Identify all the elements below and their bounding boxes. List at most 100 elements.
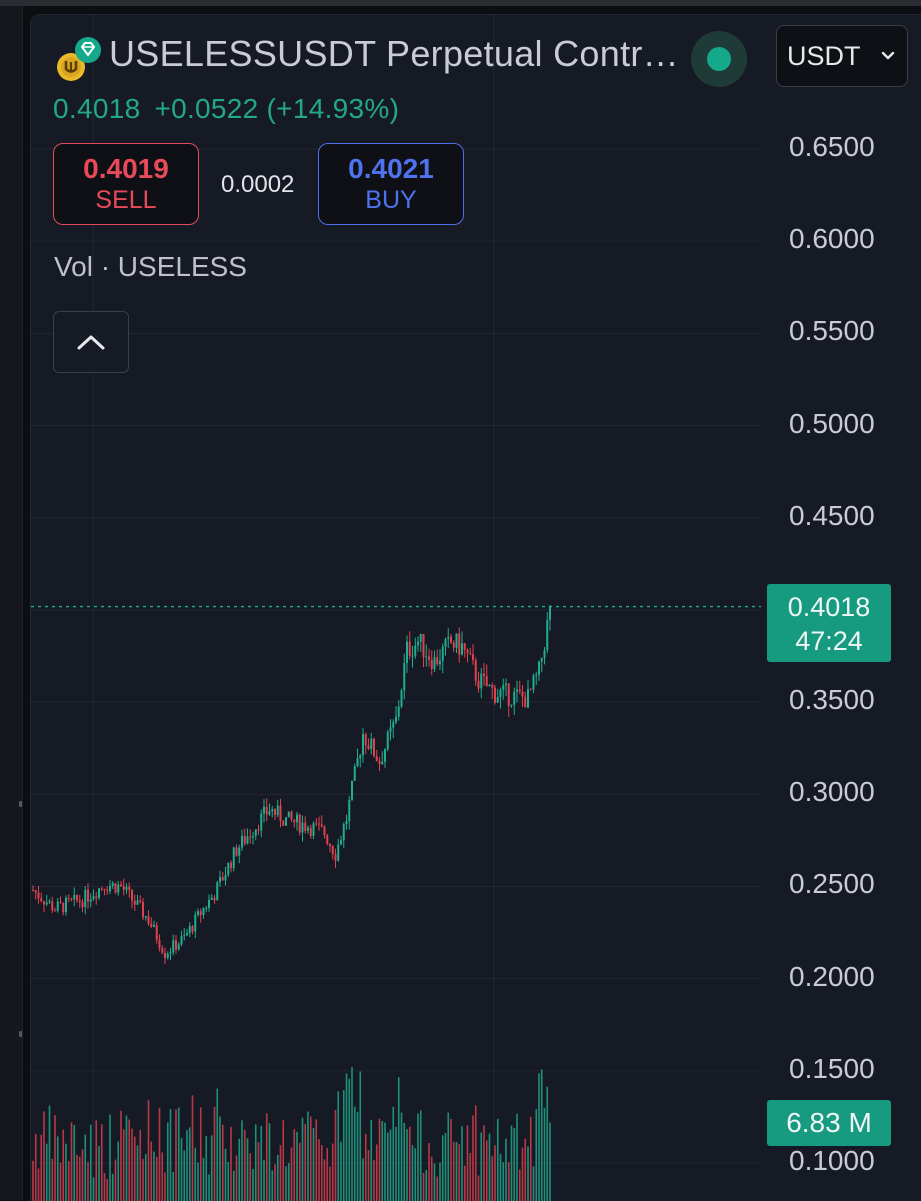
y-axis-tick-label: 0.3500 [789,684,875,716]
volume-bar [535,1109,538,1201]
candle-body [89,899,92,902]
candle-body [208,899,210,908]
candle-body [243,835,246,844]
volume-bar [320,1145,323,1201]
volume-bar [150,1141,153,1201]
candle-body [353,766,356,781]
buy-label: BUY [365,186,417,214]
candle-body [307,827,309,831]
candle-body [422,634,425,658]
volume-bar [260,1125,263,1201]
volume-bar [466,1125,469,1201]
contract-title[interactable]: USELESSUSDT Perpetual Contract [109,33,689,74]
volume-bar [400,1112,403,1201]
volume-bar [158,1107,161,1201]
volume-bar [296,1131,298,1201]
volume-bar [326,1148,329,1201]
volume-bar [205,1136,208,1201]
candle-body [444,639,447,647]
y-axis-tick-label: 0.6000 [789,223,875,255]
candlesticks [32,605,551,965]
volume-bar [139,1130,142,1201]
volume-bar [494,1145,496,1201]
buy-button[interactable]: 0.4021 BUY [318,143,464,225]
candle-body [507,683,510,706]
candle-body [122,886,125,890]
candle-body [331,845,334,855]
candle-body [370,738,373,749]
candle-body [191,926,194,932]
candle-body [485,676,488,687]
candle-body [199,911,202,916]
volume-bar [527,1146,529,1201]
candle-body [483,673,485,677]
candle-body [43,901,45,905]
candle-body [518,689,521,692]
currency-select[interactable]: USDT [776,25,908,87]
volume-bar [70,1122,73,1201]
candle-body [392,722,395,728]
candle-body [117,884,120,893]
candle-body [315,823,318,825]
candle-body [326,835,329,845]
volume-bar [191,1095,194,1201]
volume-bar [243,1129,246,1201]
volume-bar [373,1159,375,1201]
volume-bar [370,1120,373,1201]
volume-bar [287,1163,290,1201]
volume-bar [164,1172,166,1201]
last-price-tag-value: 0.4018 [787,592,871,622]
candle-body [472,654,474,661]
volume-bar [87,1162,89,1201]
candle-body [466,649,469,654]
candle-body [249,836,252,838]
candle-body [164,952,166,958]
volume-bar [172,1171,175,1201]
candle-body [221,877,224,881]
candle-body [433,657,436,670]
y-axis-tick-label: 0.5500 [789,315,875,347]
volume-bar [546,1086,549,1201]
volume-bar [384,1122,386,1201]
candle-body [348,799,351,821]
volume-bar [213,1106,216,1201]
volume-bar [125,1115,128,1201]
candle-body [320,824,323,827]
volume-indicator-label[interactable]: Vol · USELESS [54,251,247,282]
candle-body [510,704,513,706]
candle-body [474,660,477,681]
candle-body [298,814,301,833]
y-axis-tick-label: 0.4500 [789,499,875,531]
candle-body [100,888,103,890]
candle-body [362,734,364,756]
volume-bar [188,1127,191,1201]
sell-button[interactable]: 0.4019 SELL [53,143,199,225]
candle-body [114,883,117,893]
candle-body [155,924,158,940]
volume-bar [477,1175,480,1201]
volume-bar [441,1135,444,1201]
currency-value: USDT [787,40,861,71]
volume-bar [375,1144,378,1201]
volume-bar [169,1108,172,1201]
candle-body [59,901,62,903]
candle-body [183,935,186,937]
live-status-indicator[interactable] [691,31,747,87]
collapse-indicators-button[interactable] [53,311,129,373]
useless-coin-icon [57,37,101,81]
candle-body [425,656,428,658]
volume-bar [312,1128,315,1201]
volume-bar [95,1120,98,1201]
volume-bar [81,1149,84,1201]
volume-bar [78,1156,81,1201]
candle-body [103,888,106,891]
candle-body [186,933,188,936]
candle-body [549,606,551,621]
candle-body [532,675,535,690]
price-chart[interactable] [31,15,921,1201]
volume-bar [89,1124,92,1201]
candle-body [263,806,265,814]
volume-bar [120,1110,122,1201]
candle-body [227,862,230,876]
volume-bar [298,1142,301,1201]
